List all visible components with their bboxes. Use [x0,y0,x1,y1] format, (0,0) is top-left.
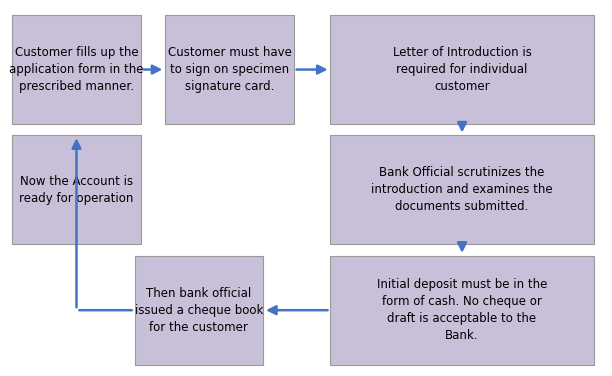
Text: Now the Account is
ready for operation: Now the Account is ready for operation [20,175,133,205]
Text: Then bank official
issued a cheque book
for the customer: Then bank official issued a cheque book … [135,287,263,334]
Text: Letter of Introduction is
required for individual
customer: Letter of Introduction is required for i… [393,46,531,93]
FancyBboxPatch shape [12,15,141,124]
FancyBboxPatch shape [330,15,594,124]
FancyBboxPatch shape [12,135,141,244]
Text: Bank Official scrutinizes the
introduction and examines the
documents submitted.: Bank Official scrutinizes the introducti… [371,166,553,214]
FancyBboxPatch shape [330,135,594,244]
FancyBboxPatch shape [135,256,263,365]
Text: Customer fills up the
application form in the
prescribed manner.: Customer fills up the application form i… [9,46,144,93]
FancyBboxPatch shape [330,256,594,365]
FancyBboxPatch shape [165,15,294,124]
Text: Customer must have
to sign on specimen
signature card.: Customer must have to sign on specimen s… [168,46,291,93]
Text: Initial deposit must be in the
form of cash. No cheque or
draft is acceptable to: Initial deposit must be in the form of c… [377,278,547,342]
